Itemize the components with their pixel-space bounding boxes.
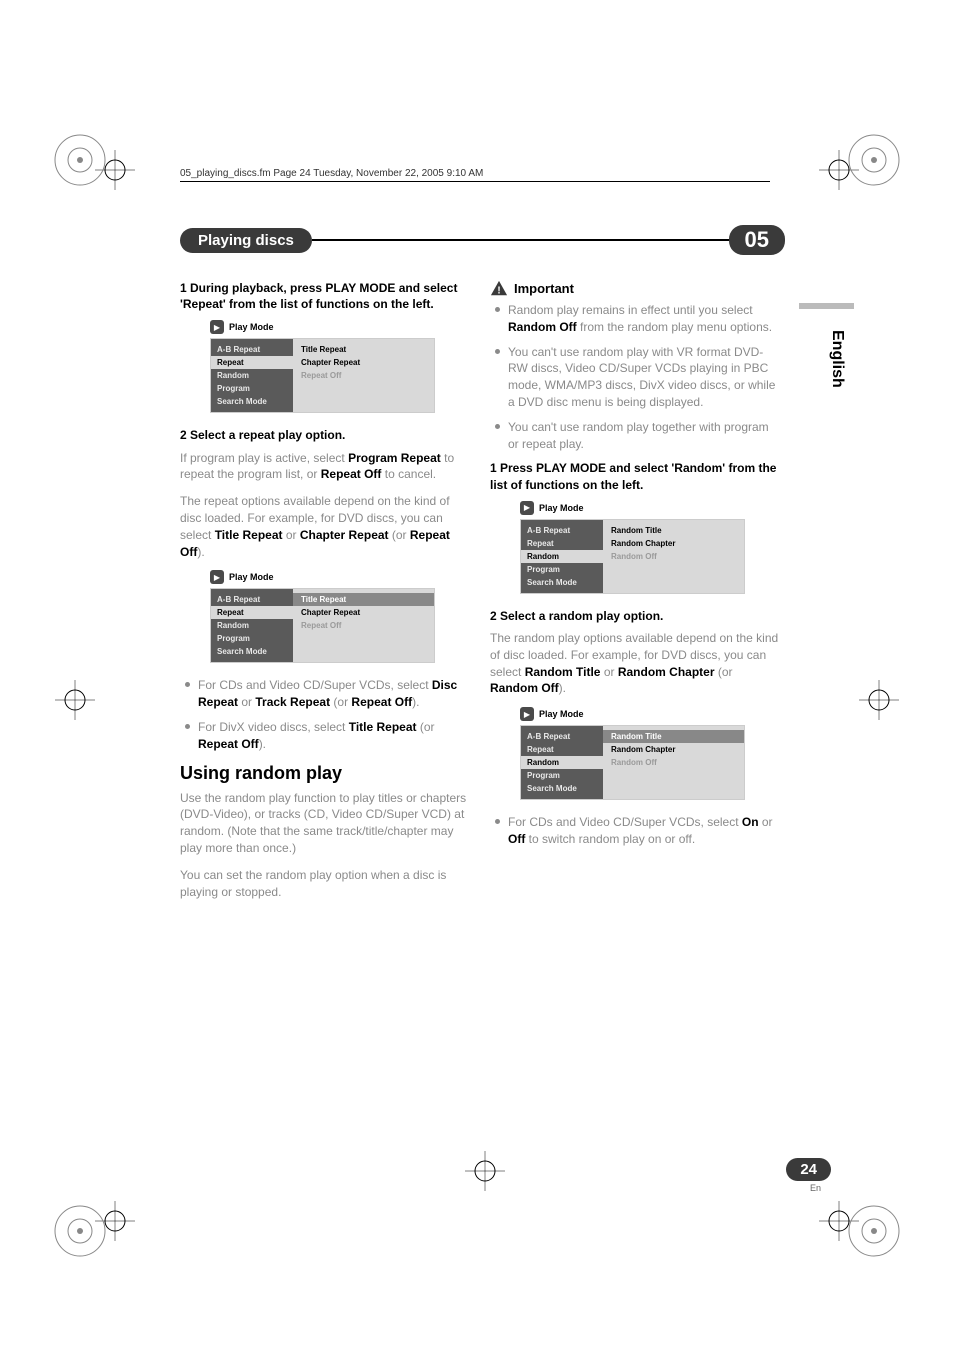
bullet-item: You can't use random play with VR format… [490, 344, 780, 411]
menu-right-item: Chapter Repeat [301, 606, 426, 619]
menu-left-item: Repeat [211, 356, 293, 369]
menu-left-item: Random [217, 369, 287, 382]
chapter-bar: Playing discs 05 [180, 225, 785, 255]
header-filename: 05_playing_discs.fm Page 24 Tuesday, Nov… [180, 168, 770, 182]
page-lang: En [810, 1183, 821, 1193]
menu-title: Play Mode [229, 572, 274, 582]
menu-left-item: Random [521, 550, 603, 563]
menu-icon: ▶ [210, 570, 224, 584]
step-heading: 2 Select a random play option. [490, 608, 780, 624]
menu-left-item: Search Mode [217, 645, 287, 658]
page-number-badge: 24 [786, 1158, 831, 1181]
menu-title: Play Mode [229, 322, 274, 332]
bullet-item: For CDs and Video CD/Super VCDs, select … [180, 677, 470, 711]
bullet-item: For CDs and Video CD/Super VCDs, select … [490, 814, 780, 848]
print-mark-icon [55, 680, 95, 720]
menu-right-item: Repeat Off [301, 619, 426, 632]
menu-left-item: Program [527, 769, 597, 782]
chapter-number: 05 [729, 225, 785, 255]
corner-deco-icon [50, 1201, 110, 1261]
menu-left-item: Repeat [211, 606, 293, 619]
play-mode-menu: ▶ Play Mode A-B RepeatRepeatRandomProgra… [520, 501, 745, 594]
play-mode-menu: ▶ Play Mode A-B RepeatRepeatRandomProgra… [520, 707, 745, 800]
bullet-item: For DivX video discs, select Title Repea… [180, 719, 470, 753]
play-mode-menu: ▶ Play Mode A-B RepeatRepeatRandomProgra… [210, 570, 435, 663]
language-tab: English [828, 330, 846, 388]
bullet-item: Random play remains in effect until you … [490, 302, 780, 336]
menu-left-item: Search Mode [217, 395, 287, 408]
step-heading: 1 During playback, press PLAY MODE and s… [180, 280, 470, 312]
menu-left-item: A-B Repeat [527, 730, 597, 743]
menu-right-item: Repeat Off [301, 369, 426, 382]
menu-right-item: Random Title [611, 524, 736, 537]
corner-deco-icon [844, 130, 904, 190]
step-heading: 2 Select a repeat play option. [180, 427, 470, 443]
menu-title: Play Mode [539, 503, 584, 513]
corner-deco-icon [844, 1201, 904, 1261]
menu-title: Play Mode [539, 709, 584, 719]
menu-left-item: Random [521, 756, 603, 769]
menu-left-item: Random [217, 619, 287, 632]
warning-icon: ! [490, 280, 508, 296]
menu-icon: ▶ [210, 320, 224, 334]
body-text: Use the random play function to play tit… [180, 790, 470, 857]
menu-left-item: Program [527, 563, 597, 576]
section-heading: Using random play [180, 763, 470, 784]
body-text: If program play is active, select Progra… [180, 450, 470, 484]
body-text: You can set the random play option when … [180, 867, 470, 901]
menu-left-item: Repeat [527, 537, 597, 550]
menu-left-item: Program [217, 382, 287, 395]
menu-right-item: Chapter Repeat [301, 356, 426, 369]
menu-icon: ▶ [520, 707, 534, 721]
body-text: The random play options available depend… [490, 630, 780, 697]
menu-left-item: Program [217, 632, 287, 645]
menu-right-item: Title Repeat [301, 343, 426, 356]
left-column: 1 During playback, press PLAY MODE and s… [180, 280, 470, 910]
menu-right-item: Random Off [611, 756, 736, 769]
bullet-item: You can't use random play together with … [490, 419, 780, 453]
chapter-line [312, 239, 729, 241]
menu-left-item: Repeat [527, 743, 597, 756]
menu-left-item: A-B Repeat [527, 524, 597, 537]
menu-right-item: Random Off [611, 550, 736, 563]
print-mark-icon [465, 1151, 505, 1191]
play-mode-menu: ▶ Play Mode A-B RepeatRepeatRandomProgra… [210, 320, 435, 413]
right-column: ! Important Random play remains in effec… [490, 280, 780, 910]
menu-right-item: Title Repeat [293, 593, 434, 606]
side-bar-decoration [799, 303, 854, 309]
chapter-title: Playing discs [180, 228, 312, 253]
body-text: The repeat options available depend on t… [180, 493, 470, 560]
menu-left-item: A-B Repeat [217, 343, 287, 356]
corner-deco-icon [50, 130, 110, 190]
menu-right-item: Random Chapter [611, 537, 736, 550]
svg-text:!: ! [497, 285, 500, 296]
menu-right-item: Random Chapter [611, 743, 736, 756]
important-row: ! Important [490, 280, 780, 296]
step-heading: 1 Press PLAY MODE and select 'Random' fr… [490, 460, 780, 492]
menu-right-item: Random Title [603, 730, 744, 743]
print-mark-icon [859, 680, 899, 720]
menu-left-item: A-B Repeat [217, 593, 287, 606]
menu-icon: ▶ [520, 501, 534, 515]
important-label: Important [514, 281, 574, 296]
menu-left-item: Search Mode [527, 782, 597, 795]
menu-left-item: Search Mode [527, 576, 597, 589]
